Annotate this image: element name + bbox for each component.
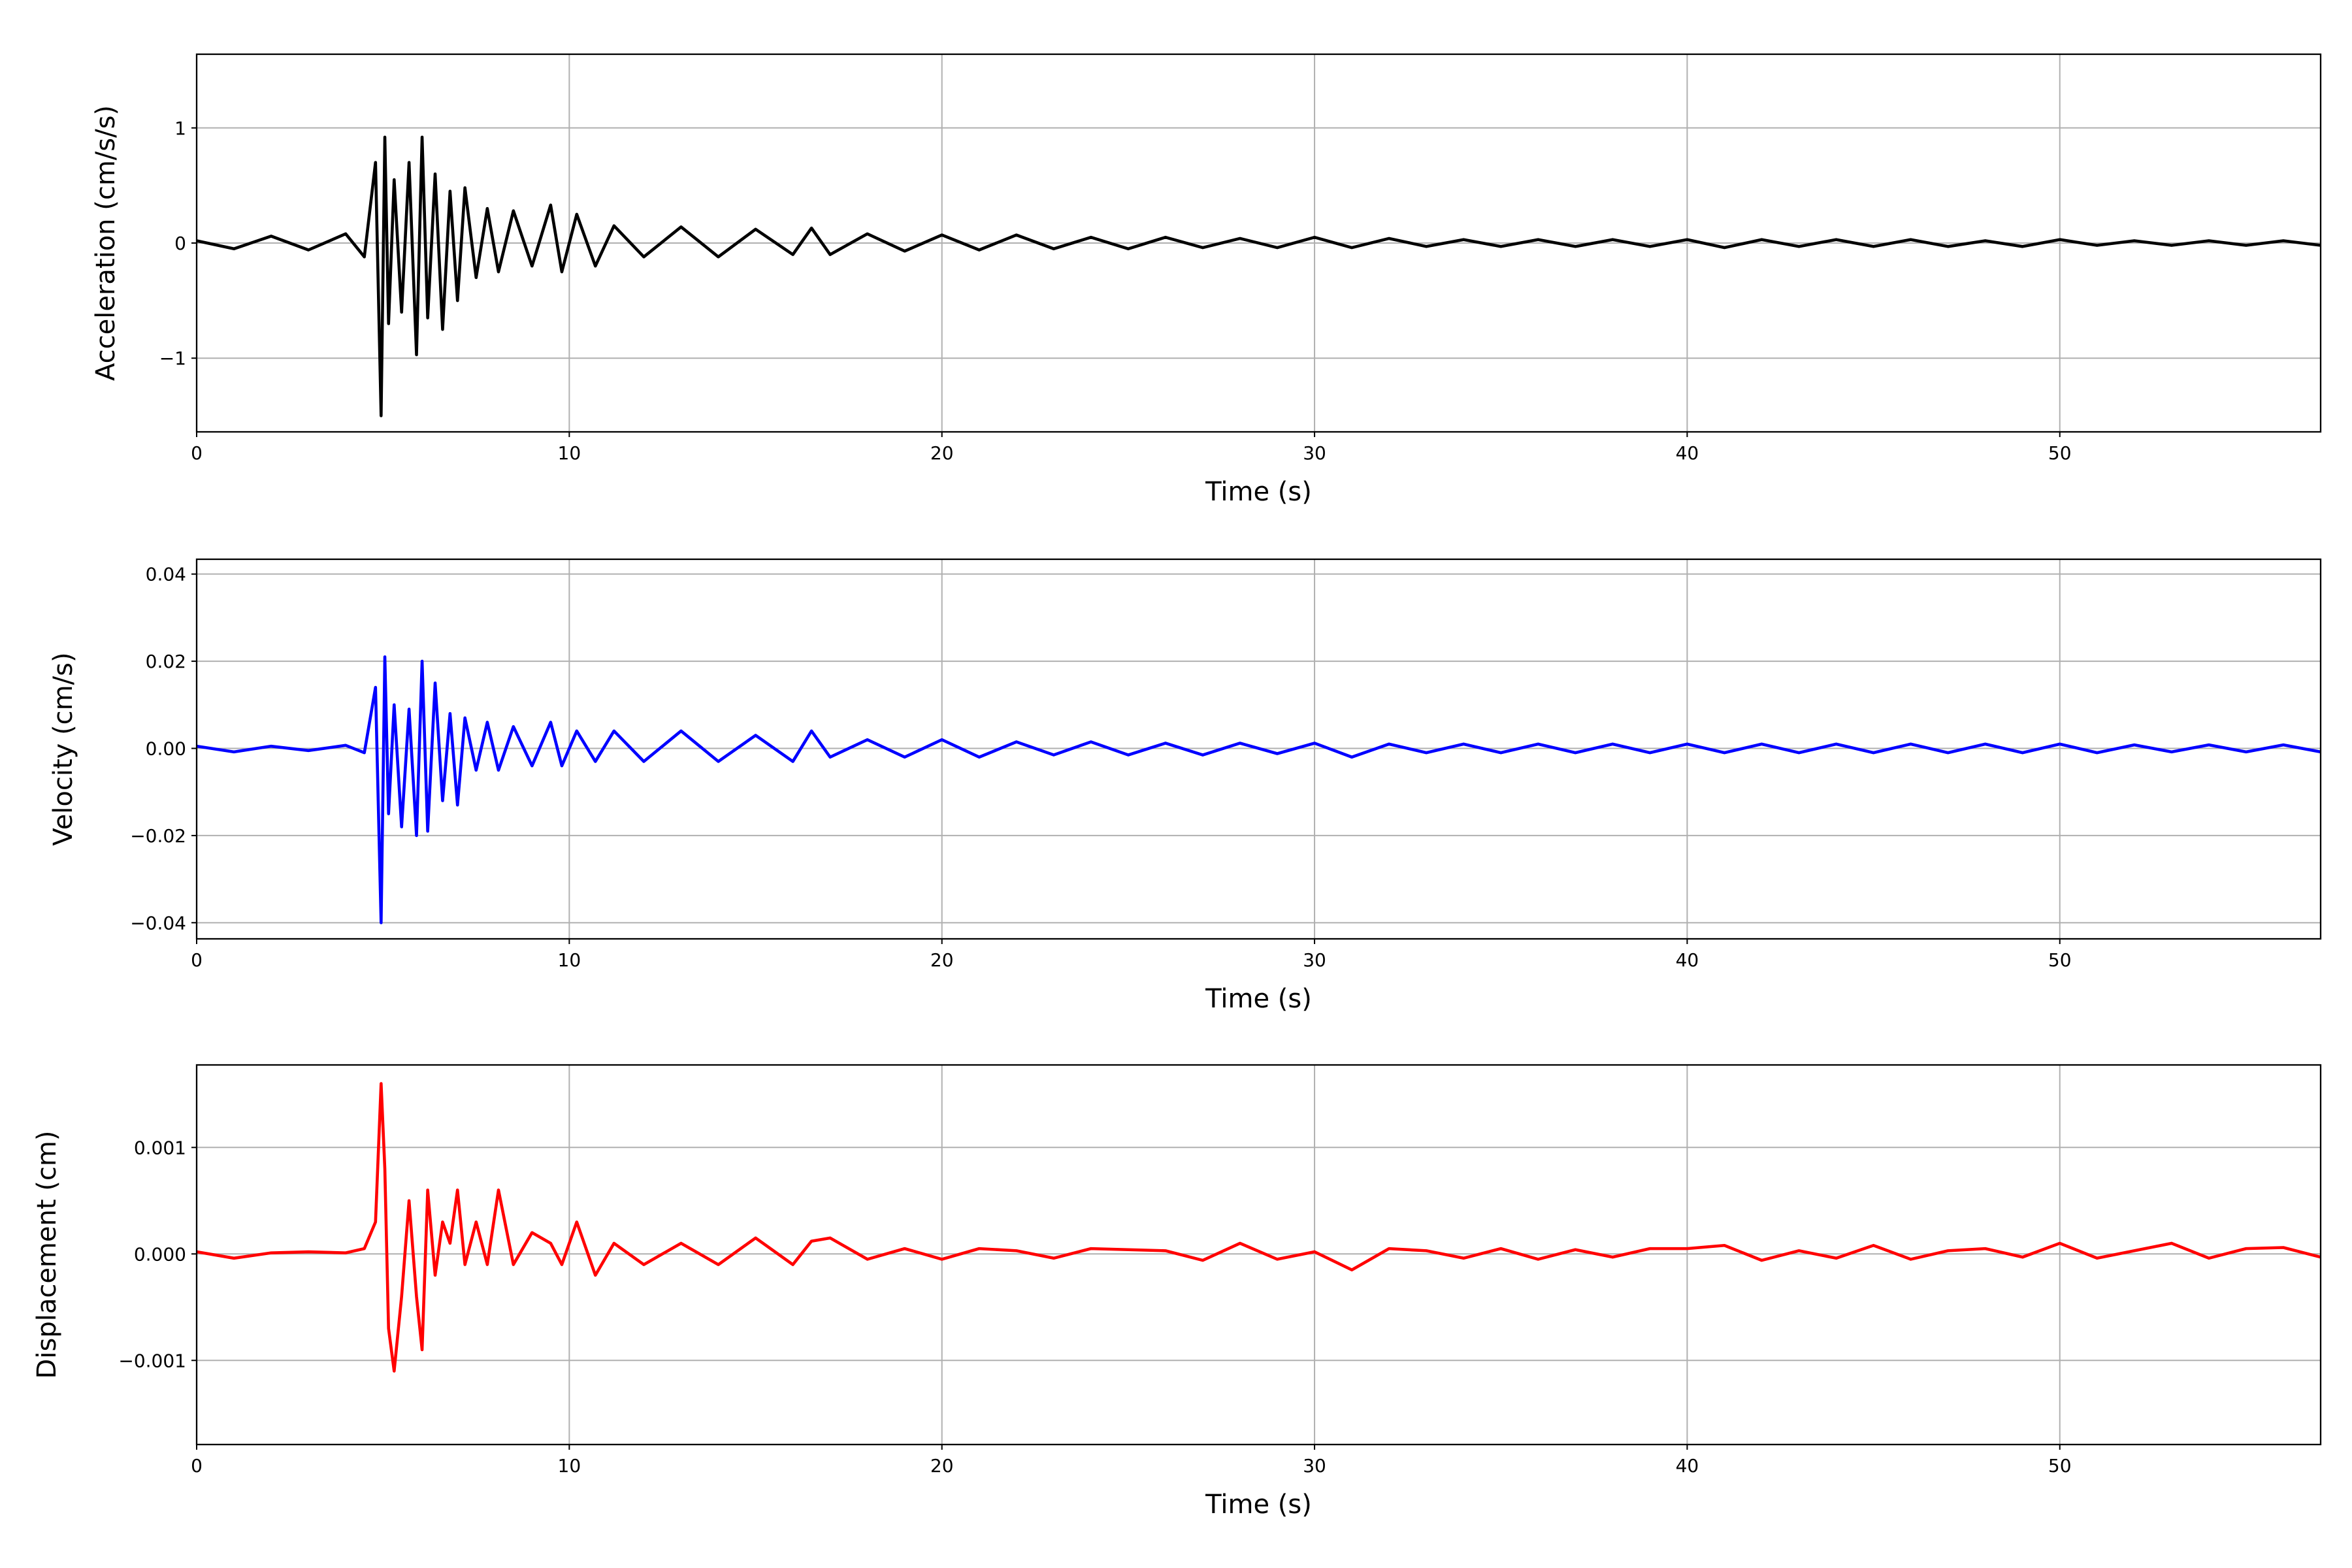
x-tick-label: 40: [1676, 1455, 1699, 1477]
y-tick-label: −0.02: [130, 825, 186, 847]
y-tick-label: −0.001: [118, 1350, 186, 1371]
x-tick-label: 10: [558, 442, 581, 464]
y-tick-label: 0.02: [146, 651, 186, 672]
panel: 0 10 20 30 40 50 −0.04 −0.02 0.00 0.02 0.04 Time (s…: [48, 558, 2322, 1014]
x-tick-label: 10: [558, 1455, 581, 1477]
axes-frame: [195, 1064, 2322, 1446]
x-tick-label: 20: [930, 442, 954, 464]
x-axis-label: Time (s): [1205, 477, 1312, 507]
x-tick-label: 0: [191, 442, 203, 464]
x-tick-label: 50: [2048, 1455, 2072, 1477]
x-tick-label: 0: [191, 1455, 203, 1477]
panel: 0 10 20 30 40 50 −1 0 1 Time (s) Acceleration (cm/…: [91, 53, 2322, 507]
x-tick-label: 30: [1303, 949, 1326, 971]
y-tick-label: −0.04: [130, 912, 186, 934]
x-axis-label: Time (s): [1205, 984, 1312, 1014]
x-tick-label: 30: [1303, 442, 1326, 464]
data-line: [196, 135, 2321, 417]
x-tick-label: 30: [1303, 1455, 1326, 1477]
y-tick-label: 0.001: [134, 1137, 186, 1158]
x-tick-label: 20: [930, 949, 954, 971]
y-tick-label: 0.000: [134, 1243, 186, 1265]
axes-frame: [195, 558, 2322, 940]
y-axis-label: Velocity (cm/s): [48, 652, 78, 845]
x-tick-label: 50: [2048, 442, 2072, 464]
data-line: [196, 655, 2321, 924]
x-tick-label: 10: [558, 949, 581, 971]
x-tick-label: 0: [191, 949, 203, 971]
y-tick-label: 1: [174, 118, 186, 139]
y-tick-label: 0.00: [146, 738, 186, 759]
data-line: [196, 1082, 2321, 1373]
y-tick-label: −1: [159, 348, 186, 369]
x-tick-label: 20: [930, 1455, 954, 1477]
x-tick-label: 40: [1676, 949, 1699, 971]
panel: 0 10 20 30 40 50 −0.001 0.000 0.001 Time (s) Displ…: [32, 1064, 2322, 1520]
y-axis-label: Acceleration (cm/s/s): [91, 105, 121, 381]
x-tick-label: 50: [2048, 949, 2072, 971]
x-tick-label: 40: [1676, 442, 1699, 464]
y-tick-label: 0.04: [146, 564, 186, 585]
x-axis-label: Time (s): [1205, 1490, 1312, 1520]
y-axis-label: Displacement (cm): [32, 1131, 62, 1379]
y-tick-label: 0: [174, 233, 186, 254]
axes-frame: [195, 53, 2322, 433]
